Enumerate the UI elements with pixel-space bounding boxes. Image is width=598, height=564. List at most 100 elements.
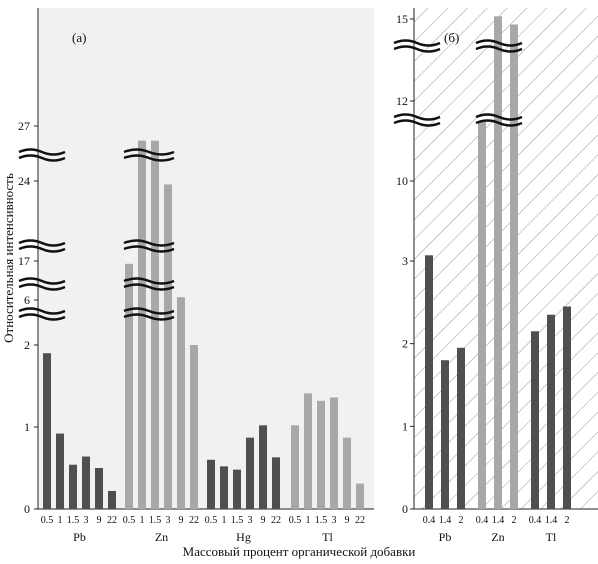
group-label-pb: Pb bbox=[73, 530, 86, 544]
x-tick-label: 9 bbox=[97, 515, 102, 526]
x-tick-label: 3 bbox=[248, 515, 253, 526]
panel-b-x-ticks: 0.4 1.4 2 0.4 1.4 2 0.4 1.4 2 bbox=[423, 515, 570, 526]
bar-hg-0.5 bbox=[207, 459, 215, 509]
bar-hg-9 bbox=[259, 425, 267, 509]
panel-b-bars bbox=[425, 16, 571, 510]
y-tick-label: 24 bbox=[18, 174, 30, 188]
group-label-tl: Tl bbox=[322, 530, 333, 544]
bar-hg-3 bbox=[246, 437, 254, 509]
group-label-b-tl: Tl bbox=[546, 530, 557, 544]
bar-b-tl-0.4 bbox=[531, 331, 539, 509]
x-tick-label: 0.4 bbox=[476, 515, 489, 526]
group-label-hg: Hg bbox=[236, 530, 251, 544]
bar-tl-0.5 bbox=[291, 425, 299, 509]
axis-break-mark bbox=[475, 39, 523, 47]
x-tick-label: 1.5 bbox=[67, 515, 80, 526]
x-tick-label: 1.4 bbox=[439, 515, 452, 526]
axis-break-mark bbox=[393, 45, 441, 53]
x-tick-label: 9 bbox=[345, 515, 350, 526]
x-tick-label: 0.5 bbox=[289, 515, 302, 526]
x-tick-label: 0.4 bbox=[529, 515, 542, 526]
x-tick-label: 3 bbox=[166, 515, 171, 526]
axis-break-mark bbox=[123, 239, 175, 247]
bar-hg-22 bbox=[272, 457, 280, 509]
x-tick-label: 22 bbox=[189, 515, 199, 526]
bar-tl-22 bbox=[356, 483, 364, 509]
bar-tl-1 bbox=[304, 393, 312, 509]
x-tick-label: 9 bbox=[179, 515, 184, 526]
panel-b-group-labels: Pb Zn Tl bbox=[439, 530, 557, 544]
y-tick-label: 3 bbox=[402, 254, 408, 268]
axis-break-mark bbox=[18, 283, 66, 291]
x-tick-label: 1.5 bbox=[149, 515, 162, 526]
bar-zn-9 bbox=[177, 297, 185, 509]
y-tick-label: 2 bbox=[24, 338, 30, 352]
panel-a-bars bbox=[43, 140, 364, 509]
y-tick-label: 1 bbox=[24, 420, 30, 434]
x-tick-label: 0.5 bbox=[41, 515, 54, 526]
y-tick-label: 17 bbox=[18, 254, 30, 268]
axis-break-mark bbox=[123, 245, 175, 253]
x-tick-label: 22 bbox=[107, 515, 117, 526]
bar-pb-1.5 bbox=[69, 464, 77, 509]
x-tick-label: 1 bbox=[306, 515, 311, 526]
x-tick-label: 9 bbox=[261, 515, 266, 526]
panel-b-label: (б) bbox=[444, 30, 459, 45]
axis-break-mark bbox=[393, 113, 441, 121]
x-axis-title: Массовый процент органической добавки bbox=[183, 544, 416, 559]
x-tick-label: 22 bbox=[271, 515, 281, 526]
bar-tl-9 bbox=[343, 437, 351, 509]
bar-pb-3 bbox=[82, 456, 90, 509]
panel-a-group-labels: Pb Zn Hg Tl bbox=[73, 530, 333, 544]
y-tick-label: 6 bbox=[24, 293, 30, 307]
bar-b-tl-2 bbox=[563, 306, 571, 509]
x-tick-label: 2 bbox=[459, 515, 464, 526]
axis-break-mark bbox=[475, 113, 523, 121]
bar-zn-3 bbox=[164, 184, 172, 509]
bar-zn-1 bbox=[138, 140, 146, 509]
x-tick-label: 1 bbox=[222, 515, 227, 526]
y-tick-label: 0 bbox=[402, 502, 408, 516]
y-tick-label: 27 bbox=[18, 119, 30, 133]
axis-break-mark bbox=[18, 148, 66, 156]
bar-hg-1 bbox=[220, 466, 228, 509]
bar-hg-1.5 bbox=[233, 469, 241, 509]
bar-b-zn-2 bbox=[510, 24, 518, 509]
x-tick-label: 0.5 bbox=[123, 515, 136, 526]
bar-b-zn-0.4 bbox=[478, 121, 486, 509]
x-tick-label: 1.4 bbox=[545, 515, 558, 526]
axis-break-mark bbox=[123, 154, 175, 162]
bar-zn-22 bbox=[190, 345, 198, 509]
x-tick-label: 1.4 bbox=[492, 515, 505, 526]
panel-a-y-ticks: 0 1 2 6 17 24 27 bbox=[18, 119, 38, 516]
axis-break-mark bbox=[123, 283, 175, 291]
group-label-zn: Zn bbox=[155, 530, 168, 544]
bar-b-tl-1.4 bbox=[547, 314, 555, 509]
bar-tl-1.5 bbox=[317, 400, 325, 509]
axis-break-mark bbox=[475, 45, 523, 53]
x-tick-label: 0.5 bbox=[205, 515, 218, 526]
x-tick-label: 1.5 bbox=[315, 515, 328, 526]
x-tick-label: 1 bbox=[140, 515, 145, 526]
y-tick-label: 2 bbox=[402, 337, 408, 351]
group-label-b-pb: Pb bbox=[439, 530, 452, 544]
x-tick-label: 2 bbox=[565, 515, 570, 526]
bar-pb-22 bbox=[108, 490, 116, 509]
panel-a-axis-breaks bbox=[18, 148, 175, 321]
y-axis-title: Относительная интенсивность bbox=[1, 173, 16, 343]
bar-b-pb-0.4 bbox=[425, 255, 433, 509]
bar-pb-1 bbox=[56, 433, 64, 509]
axis-break-mark bbox=[123, 307, 175, 315]
axis-break-mark bbox=[18, 245, 66, 253]
axis-break-mark bbox=[393, 119, 441, 127]
x-tick-label: 2 bbox=[512, 515, 517, 526]
bar-b-pb-2 bbox=[457, 347, 465, 509]
panel-a-label: (а) bbox=[72, 30, 86, 45]
y-tick-label: 1 bbox=[402, 419, 408, 433]
x-tick-label: 1 bbox=[58, 515, 63, 526]
axis-break-mark bbox=[123, 313, 175, 321]
x-tick-label: 22 bbox=[355, 515, 365, 526]
bar-zn-0.5 bbox=[125, 263, 133, 509]
bar-b-zn-1.4 bbox=[494, 16, 502, 510]
